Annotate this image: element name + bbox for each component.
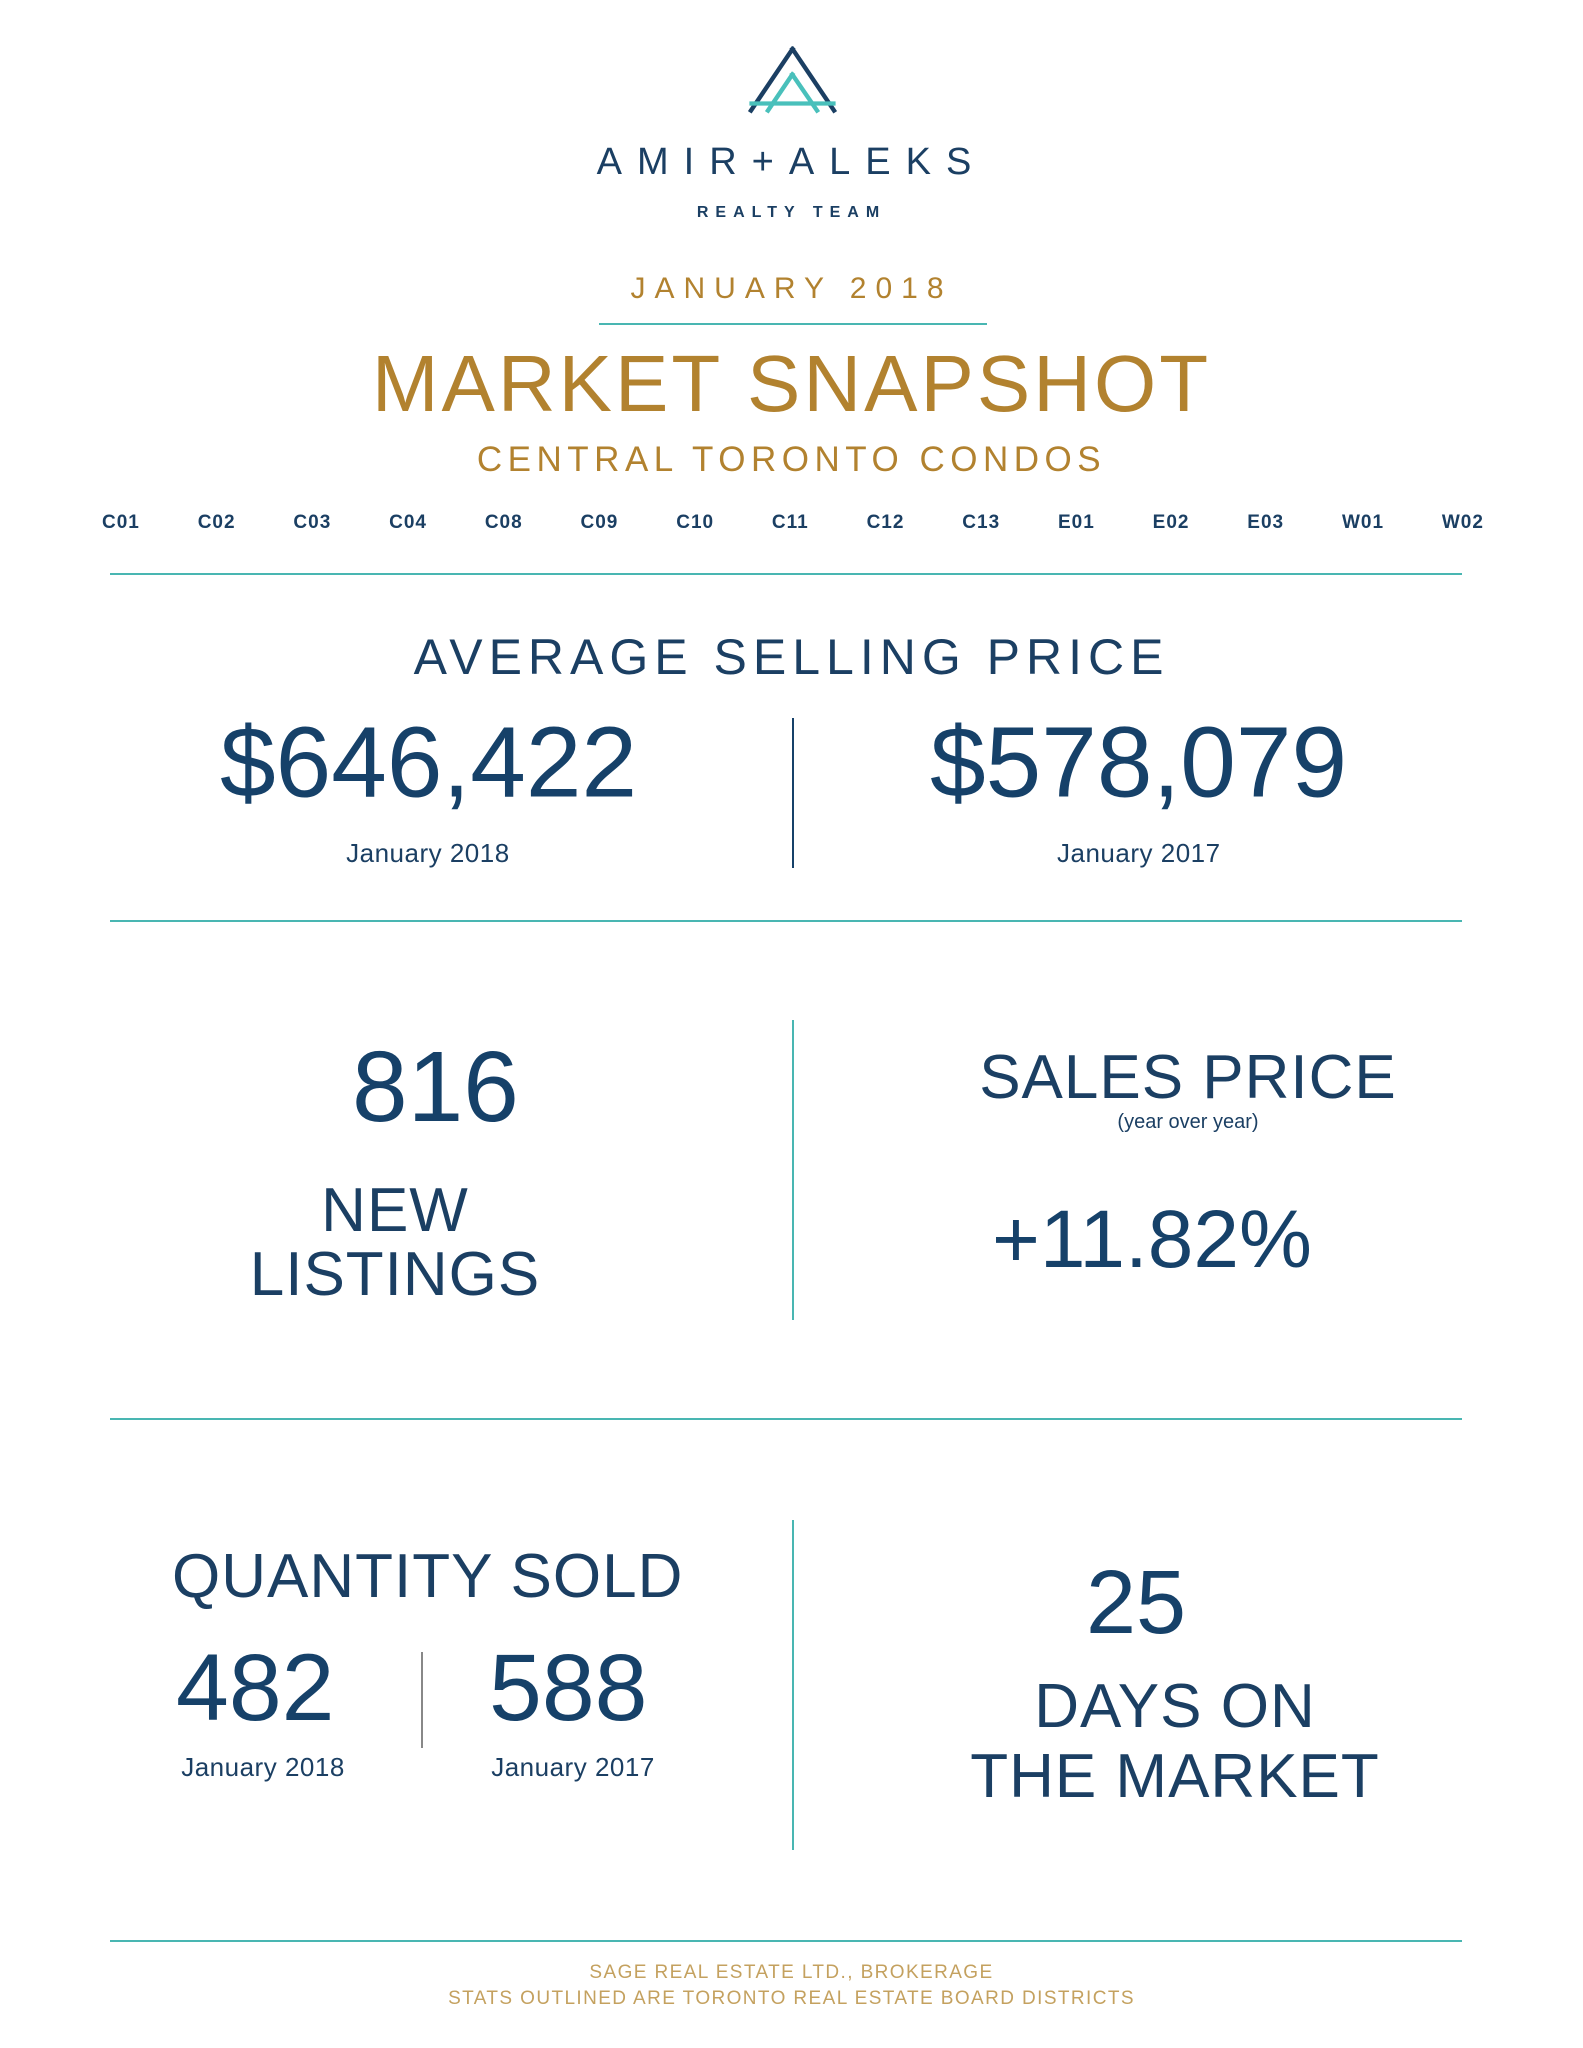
- svg-text:25: 25: [1086, 1560, 1186, 1650]
- svg-text:588: 588: [489, 1640, 648, 1740]
- svg-text:816: 816: [352, 1031, 519, 1143]
- svg-text:482: 482: [176, 1640, 335, 1740]
- svg-text:+11.82%: +11.82%: [992, 1194, 1312, 1285]
- svg-text:$578,079: $578,079: [930, 707, 1347, 819]
- svg-text:$646,422: $646,422: [220, 707, 637, 819]
